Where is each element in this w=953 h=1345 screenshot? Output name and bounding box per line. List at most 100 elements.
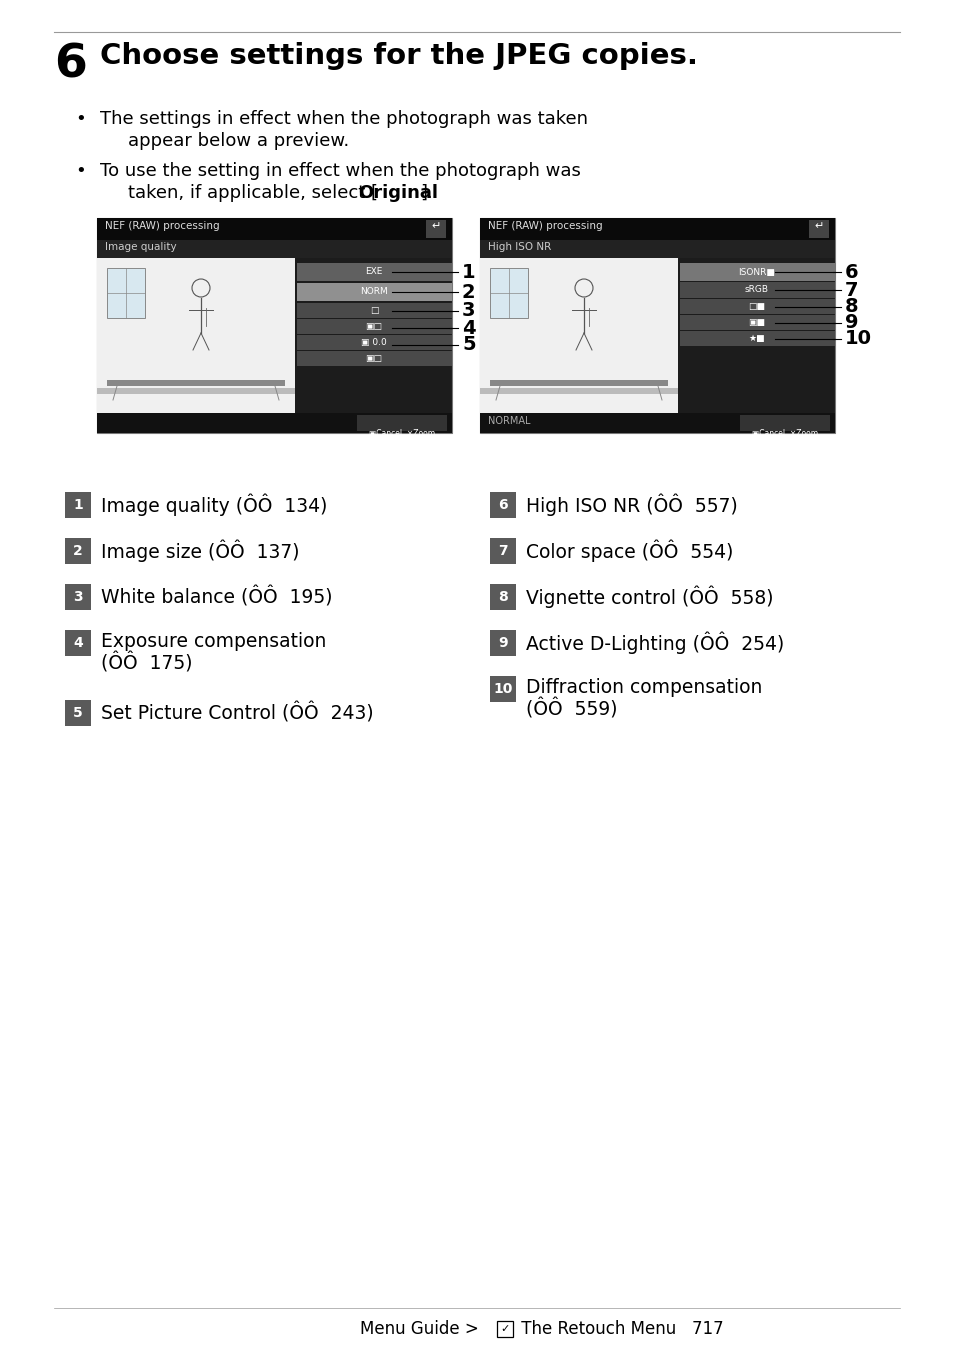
Text: 4: 4 [73, 636, 83, 650]
Text: Color space (ÔÔ  554): Color space (ÔÔ 554) [525, 539, 733, 562]
Text: Image size (ÔÔ  137): Image size (ÔÔ 137) [101, 539, 299, 562]
Text: ▣ 0.0: ▣ 0.0 [361, 338, 387, 347]
Text: 7: 7 [844, 281, 858, 300]
Bar [97, 413, 452, 433]
Bar [97, 258, 294, 413]
Text: NEF (RAW) processing: NEF (RAW) processing [105, 221, 219, 231]
Text: 5: 5 [461, 335, 476, 355]
Text: 3: 3 [461, 301, 475, 320]
Text: ▣□: ▣□ [365, 354, 382, 363]
Text: 9: 9 [497, 636, 507, 650]
Text: 9: 9 [844, 313, 858, 332]
Bar [490, 268, 527, 317]
Bar [356, 416, 447, 430]
Text: Image quality (ÔÔ  134): Image quality (ÔÔ 134) [101, 494, 327, 516]
Text: 6: 6 [844, 262, 858, 281]
Text: •: • [75, 110, 86, 128]
Text: Active D-Lighting (ÔÔ  254): Active D-Lighting (ÔÔ 254) [525, 632, 783, 654]
Bar [107, 381, 285, 386]
Bar [679, 331, 834, 346]
Bar [490, 538, 516, 564]
Bar [479, 258, 678, 413]
Text: taken, if applicable, select [: taken, if applicable, select [ [128, 184, 377, 202]
Bar [296, 282, 452, 301]
Text: 3: 3 [73, 590, 83, 604]
Bar [107, 268, 145, 317]
Bar [490, 629, 516, 656]
Bar [679, 299, 834, 313]
Text: 4: 4 [461, 319, 476, 338]
Text: NORM: NORM [359, 288, 388, 296]
Text: 7: 7 [497, 543, 507, 558]
Text: 8: 8 [497, 590, 507, 604]
Text: 1: 1 [73, 498, 83, 512]
Text: ▣Cancel  ×Zoom: ▣Cancel ×Zoom [751, 429, 818, 438]
Bar [497, 1321, 513, 1337]
Text: (ÔÔ  175): (ÔÔ 175) [101, 652, 193, 672]
Text: The Retouch Menu   717: The Retouch Menu 717 [516, 1319, 723, 1338]
Text: Image quality: Image quality [105, 242, 176, 252]
Bar [296, 303, 452, 317]
Text: Menu Guide >: Menu Guide > [359, 1319, 483, 1338]
Bar [808, 221, 828, 238]
Text: Vignette control (ÔÔ  558): Vignette control (ÔÔ 558) [525, 586, 773, 608]
Text: 10: 10 [493, 682, 512, 695]
Text: High ISO NR: High ISO NR [488, 242, 551, 252]
Bar [740, 416, 829, 430]
Bar [479, 218, 834, 239]
Bar [296, 264, 452, 281]
Text: The settings in effect when the photograph was taken: The settings in effect when the photogra… [100, 110, 587, 128]
Text: Set Picture Control (ÔÔ  243): Set Picture Control (ÔÔ 243) [101, 702, 374, 724]
Text: Original: Original [357, 184, 437, 202]
Bar [679, 315, 834, 330]
Text: 6: 6 [497, 498, 507, 512]
Bar [479, 413, 834, 433]
Text: ▣Cancel  ×Zoom: ▣Cancel ×Zoom [369, 429, 435, 438]
Bar [479, 239, 834, 258]
Bar [296, 335, 452, 350]
Text: To use the setting in effect when the photograph was: To use the setting in effect when the ph… [100, 161, 580, 180]
Text: ↵: ↵ [814, 221, 822, 231]
Text: EXE: EXE [365, 268, 382, 277]
Bar [479, 387, 678, 394]
Bar [65, 629, 91, 656]
Bar [65, 492, 91, 518]
Bar [490, 677, 516, 702]
Text: sRGB: sRGB [744, 285, 768, 295]
Text: ISONR■: ISONR■ [738, 268, 775, 277]
Bar [426, 221, 446, 238]
Bar [65, 699, 91, 726]
Bar [479, 218, 834, 433]
Bar [97, 239, 452, 258]
Text: NORMAL: NORMAL [488, 416, 530, 426]
Text: 2: 2 [461, 282, 476, 301]
Bar [490, 584, 516, 611]
Text: Choose settings for the JPEG copies.: Choose settings for the JPEG copies. [100, 42, 698, 70]
Bar [679, 282, 834, 299]
Text: ✓: ✓ [499, 1323, 509, 1334]
Bar [296, 319, 452, 334]
Text: •: • [75, 161, 86, 180]
Text: □: □ [370, 305, 377, 315]
Text: High ISO NR (ÔÔ  557): High ISO NR (ÔÔ 557) [525, 494, 737, 516]
Text: 2: 2 [73, 543, 83, 558]
Bar [490, 381, 667, 386]
Text: 8: 8 [844, 297, 858, 316]
Bar [65, 584, 91, 611]
Bar [97, 218, 452, 239]
Text: 10: 10 [844, 330, 871, 348]
Bar [296, 351, 452, 366]
Text: ↵: ↵ [431, 221, 440, 231]
Text: 5: 5 [73, 706, 83, 720]
Text: ★■: ★■ [748, 334, 764, 343]
Bar [65, 538, 91, 564]
Text: Exposure compensation: Exposure compensation [101, 632, 326, 651]
Text: Diffraction compensation: Diffraction compensation [525, 678, 761, 697]
Text: ▣□: ▣□ [365, 321, 382, 331]
Text: ▣■: ▣■ [748, 317, 764, 327]
Text: ].: ]. [419, 184, 433, 202]
Text: White balance (ÔÔ  195): White balance (ÔÔ 195) [101, 586, 333, 608]
Text: NEF (RAW) processing: NEF (RAW) processing [488, 221, 602, 231]
Text: 6: 6 [54, 42, 87, 87]
Bar [679, 264, 834, 281]
